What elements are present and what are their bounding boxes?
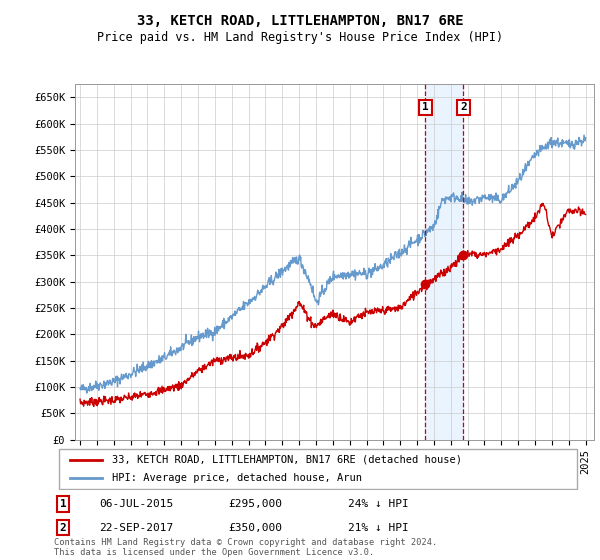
FancyBboxPatch shape bbox=[59, 449, 577, 489]
Text: 21% ↓ HPI: 21% ↓ HPI bbox=[348, 522, 409, 533]
Text: 33, KETCH ROAD, LITTLEHAMPTON, BN17 6RE (detached house): 33, KETCH ROAD, LITTLEHAMPTON, BN17 6RE … bbox=[112, 455, 462, 465]
Text: 22-SEP-2017: 22-SEP-2017 bbox=[99, 522, 173, 533]
Text: £350,000: £350,000 bbox=[228, 522, 282, 533]
Text: £295,000: £295,000 bbox=[228, 499, 282, 509]
Text: 2: 2 bbox=[59, 522, 67, 533]
Text: 2: 2 bbox=[460, 102, 467, 113]
Text: Contains HM Land Registry data © Crown copyright and database right 2024.
This d: Contains HM Land Registry data © Crown c… bbox=[54, 538, 437, 557]
Text: 1: 1 bbox=[422, 102, 429, 113]
Text: 24% ↓ HPI: 24% ↓ HPI bbox=[348, 499, 409, 509]
Text: Price paid vs. HM Land Registry's House Price Index (HPI): Price paid vs. HM Land Registry's House … bbox=[97, 31, 503, 44]
Bar bbox=[425, 84, 463, 440]
Text: 33, KETCH ROAD, LITTLEHAMPTON, BN17 6RE: 33, KETCH ROAD, LITTLEHAMPTON, BN17 6RE bbox=[137, 14, 463, 28]
Text: 1: 1 bbox=[59, 499, 67, 509]
Text: HPI: Average price, detached house, Arun: HPI: Average price, detached house, Arun bbox=[112, 473, 362, 483]
Text: 06-JUL-2015: 06-JUL-2015 bbox=[99, 499, 173, 509]
